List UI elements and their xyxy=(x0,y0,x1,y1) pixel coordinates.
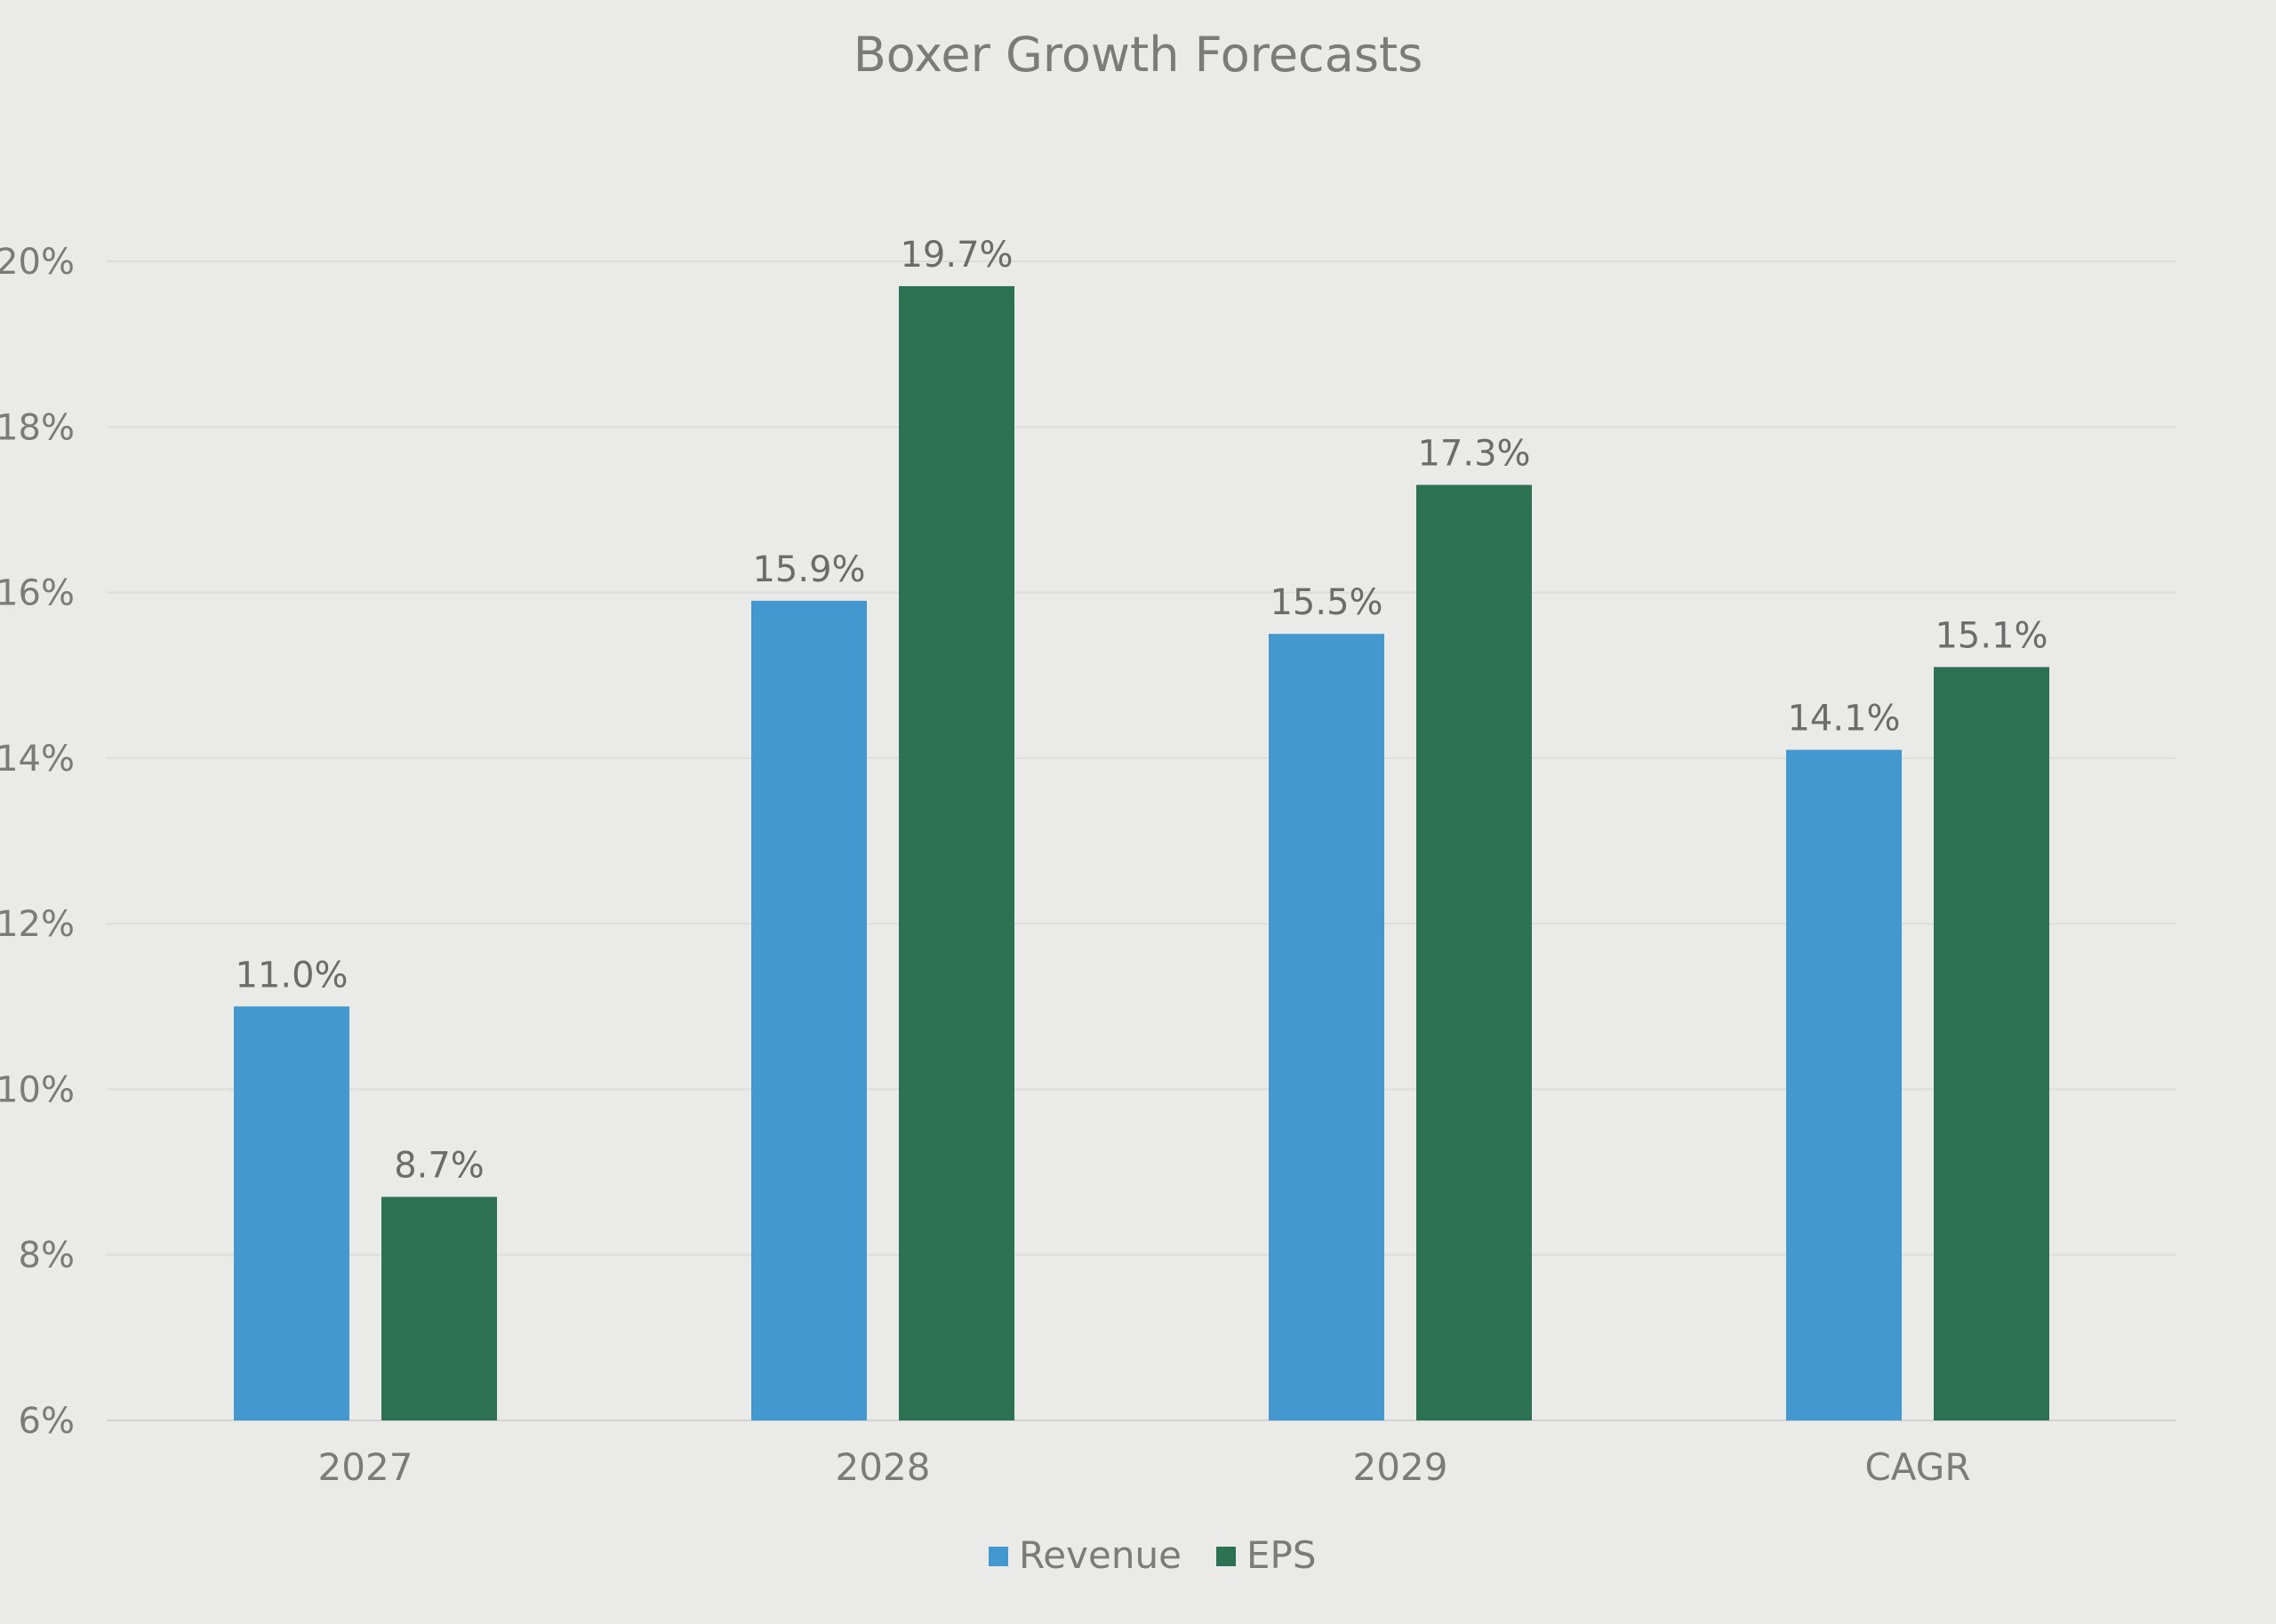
legend: Revenue EPS xyxy=(989,1533,1317,1577)
legend-label: EPS xyxy=(1246,1533,1317,1577)
data-label: 8.7% xyxy=(394,1146,485,1187)
data-label: 19.7% xyxy=(900,235,1013,276)
legend-swatch-eps xyxy=(1216,1547,1236,1566)
x-tick-label: 2029 xyxy=(1353,1445,1448,1489)
data-label: 11.0% xyxy=(235,955,348,996)
bar-eps-2027 xyxy=(381,1196,497,1420)
bar-revenue-2027 xyxy=(234,1006,349,1420)
data-label: 15.5% xyxy=(1270,582,1382,623)
bar-eps-cagr xyxy=(1934,667,2049,1420)
x-tick-label: CAGR xyxy=(1864,1445,1970,1489)
y-axis-ticks: 6% 8% 10% 12% 14% 16% 18% 20% xyxy=(0,242,75,1442)
data-label: 17.3% xyxy=(1417,433,1530,474)
x-tick-label: 2027 xyxy=(318,1445,413,1489)
x-tick-label: 2028 xyxy=(836,1445,931,1489)
y-tick-label: 16% xyxy=(0,573,75,614)
y-tick-label: 20% xyxy=(0,242,75,283)
bar-eps-2028 xyxy=(899,285,1014,1420)
y-tick-label: 14% xyxy=(0,739,75,780)
bar-revenue-cagr xyxy=(1786,749,1902,1420)
legend-swatch-revenue xyxy=(989,1547,1008,1566)
y-tick-label: 18% xyxy=(0,407,75,448)
data-label: 15.9% xyxy=(752,549,865,590)
data-label: 15.1% xyxy=(1935,615,2048,656)
chart-title: Boxer Growth Forecasts xyxy=(854,27,1423,83)
data-label: 14.1% xyxy=(1787,699,1900,740)
y-tick-label: 6% xyxy=(19,1401,75,1442)
bar-revenue-2028 xyxy=(751,600,867,1420)
data-labels: 11.0% 8.7% 15.9% 19.7% 15.5% 17.3% 14.1% 15.1% xyxy=(235,235,2048,1187)
x-axis-ticks: 2027 2028 2029 CAGR xyxy=(318,1445,1971,1489)
bars xyxy=(234,285,2049,1420)
y-tick-label: 12% xyxy=(0,904,75,945)
y-tick-label: 8% xyxy=(19,1236,75,1276)
legend-label: Revenue xyxy=(1019,1533,1182,1577)
bar-revenue-2029 xyxy=(1269,634,1384,1420)
bar-eps-2029 xyxy=(1416,484,1532,1420)
y-tick-label: 10% xyxy=(0,1069,75,1110)
